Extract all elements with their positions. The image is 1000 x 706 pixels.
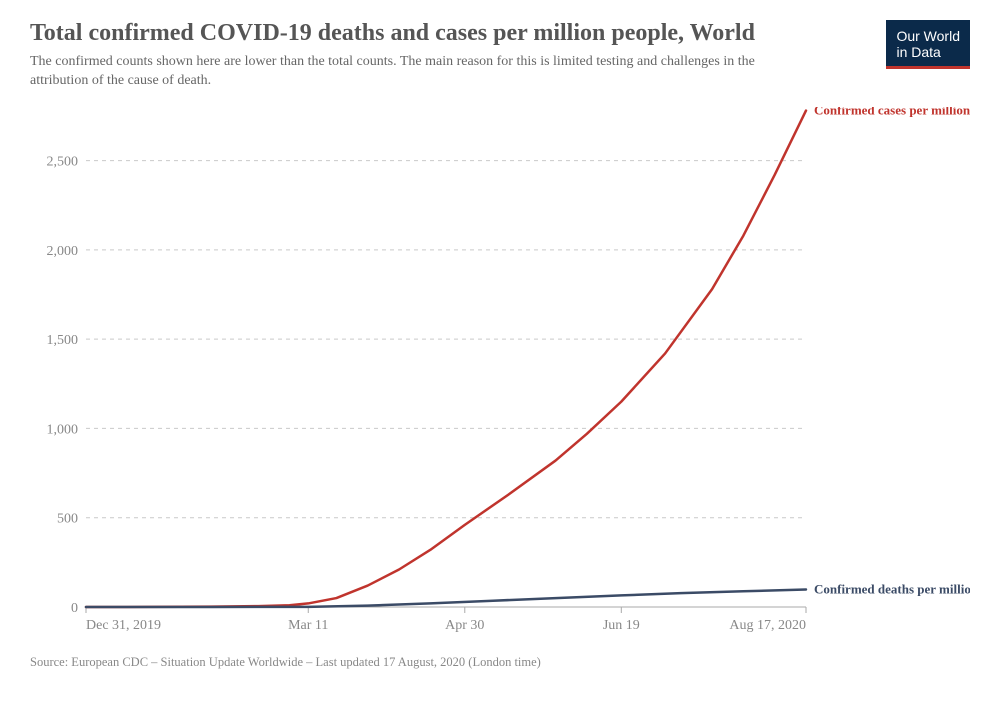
series-line-cases: [86, 110, 806, 606]
x-tick-label: Mar 11: [288, 618, 328, 633]
chart-area: 0 500 1,000 1,500 2,000 2,500 Dec 31, 2019 Mar …: [30, 107, 970, 647]
series-label-cases: Confirmed cases per million: [814, 107, 970, 118]
y-tick-label: 2,500: [47, 154, 79, 169]
x-tick-label: Apr 30: [445, 618, 484, 633]
series-line-deaths: [86, 589, 806, 607]
line-chart-svg: 0 500 1,000 1,500 2,000 2,500 Dec 31, 2019 Mar …: [30, 107, 970, 647]
y-tick-label: 2,000: [47, 244, 79, 259]
x-tick-label: Jun 19: [603, 618, 640, 633]
chart-container: Our World in Data Total confirmed COVID-…: [0, 0, 1000, 706]
header: Our World in Data Total confirmed COVID-…: [30, 20, 970, 91]
source-footer: Source: European CDC – Situation Update …: [30, 655, 970, 670]
x-tick-label: Aug 17, 2020: [729, 618, 806, 633]
y-tick-label: 500: [57, 511, 78, 526]
logo-line2: in Data: [896, 44, 960, 60]
y-tick-label: 1,000: [47, 422, 79, 437]
y-tick-label: 0: [71, 601, 78, 616]
chart-title: Total confirmed COVID-19 deaths and case…: [30, 20, 970, 47]
x-tick-label: Dec 31, 2019: [86, 618, 161, 633]
series-label-deaths: Confirmed deaths per million: [814, 581, 970, 596]
chart-subtitle: The confirmed counts shown here are lowe…: [30, 53, 810, 91]
owid-logo: Our World in Data: [886, 20, 970, 69]
logo-line1: Our World: [896, 28, 960, 44]
y-tick-label: 1,500: [47, 333, 79, 348]
